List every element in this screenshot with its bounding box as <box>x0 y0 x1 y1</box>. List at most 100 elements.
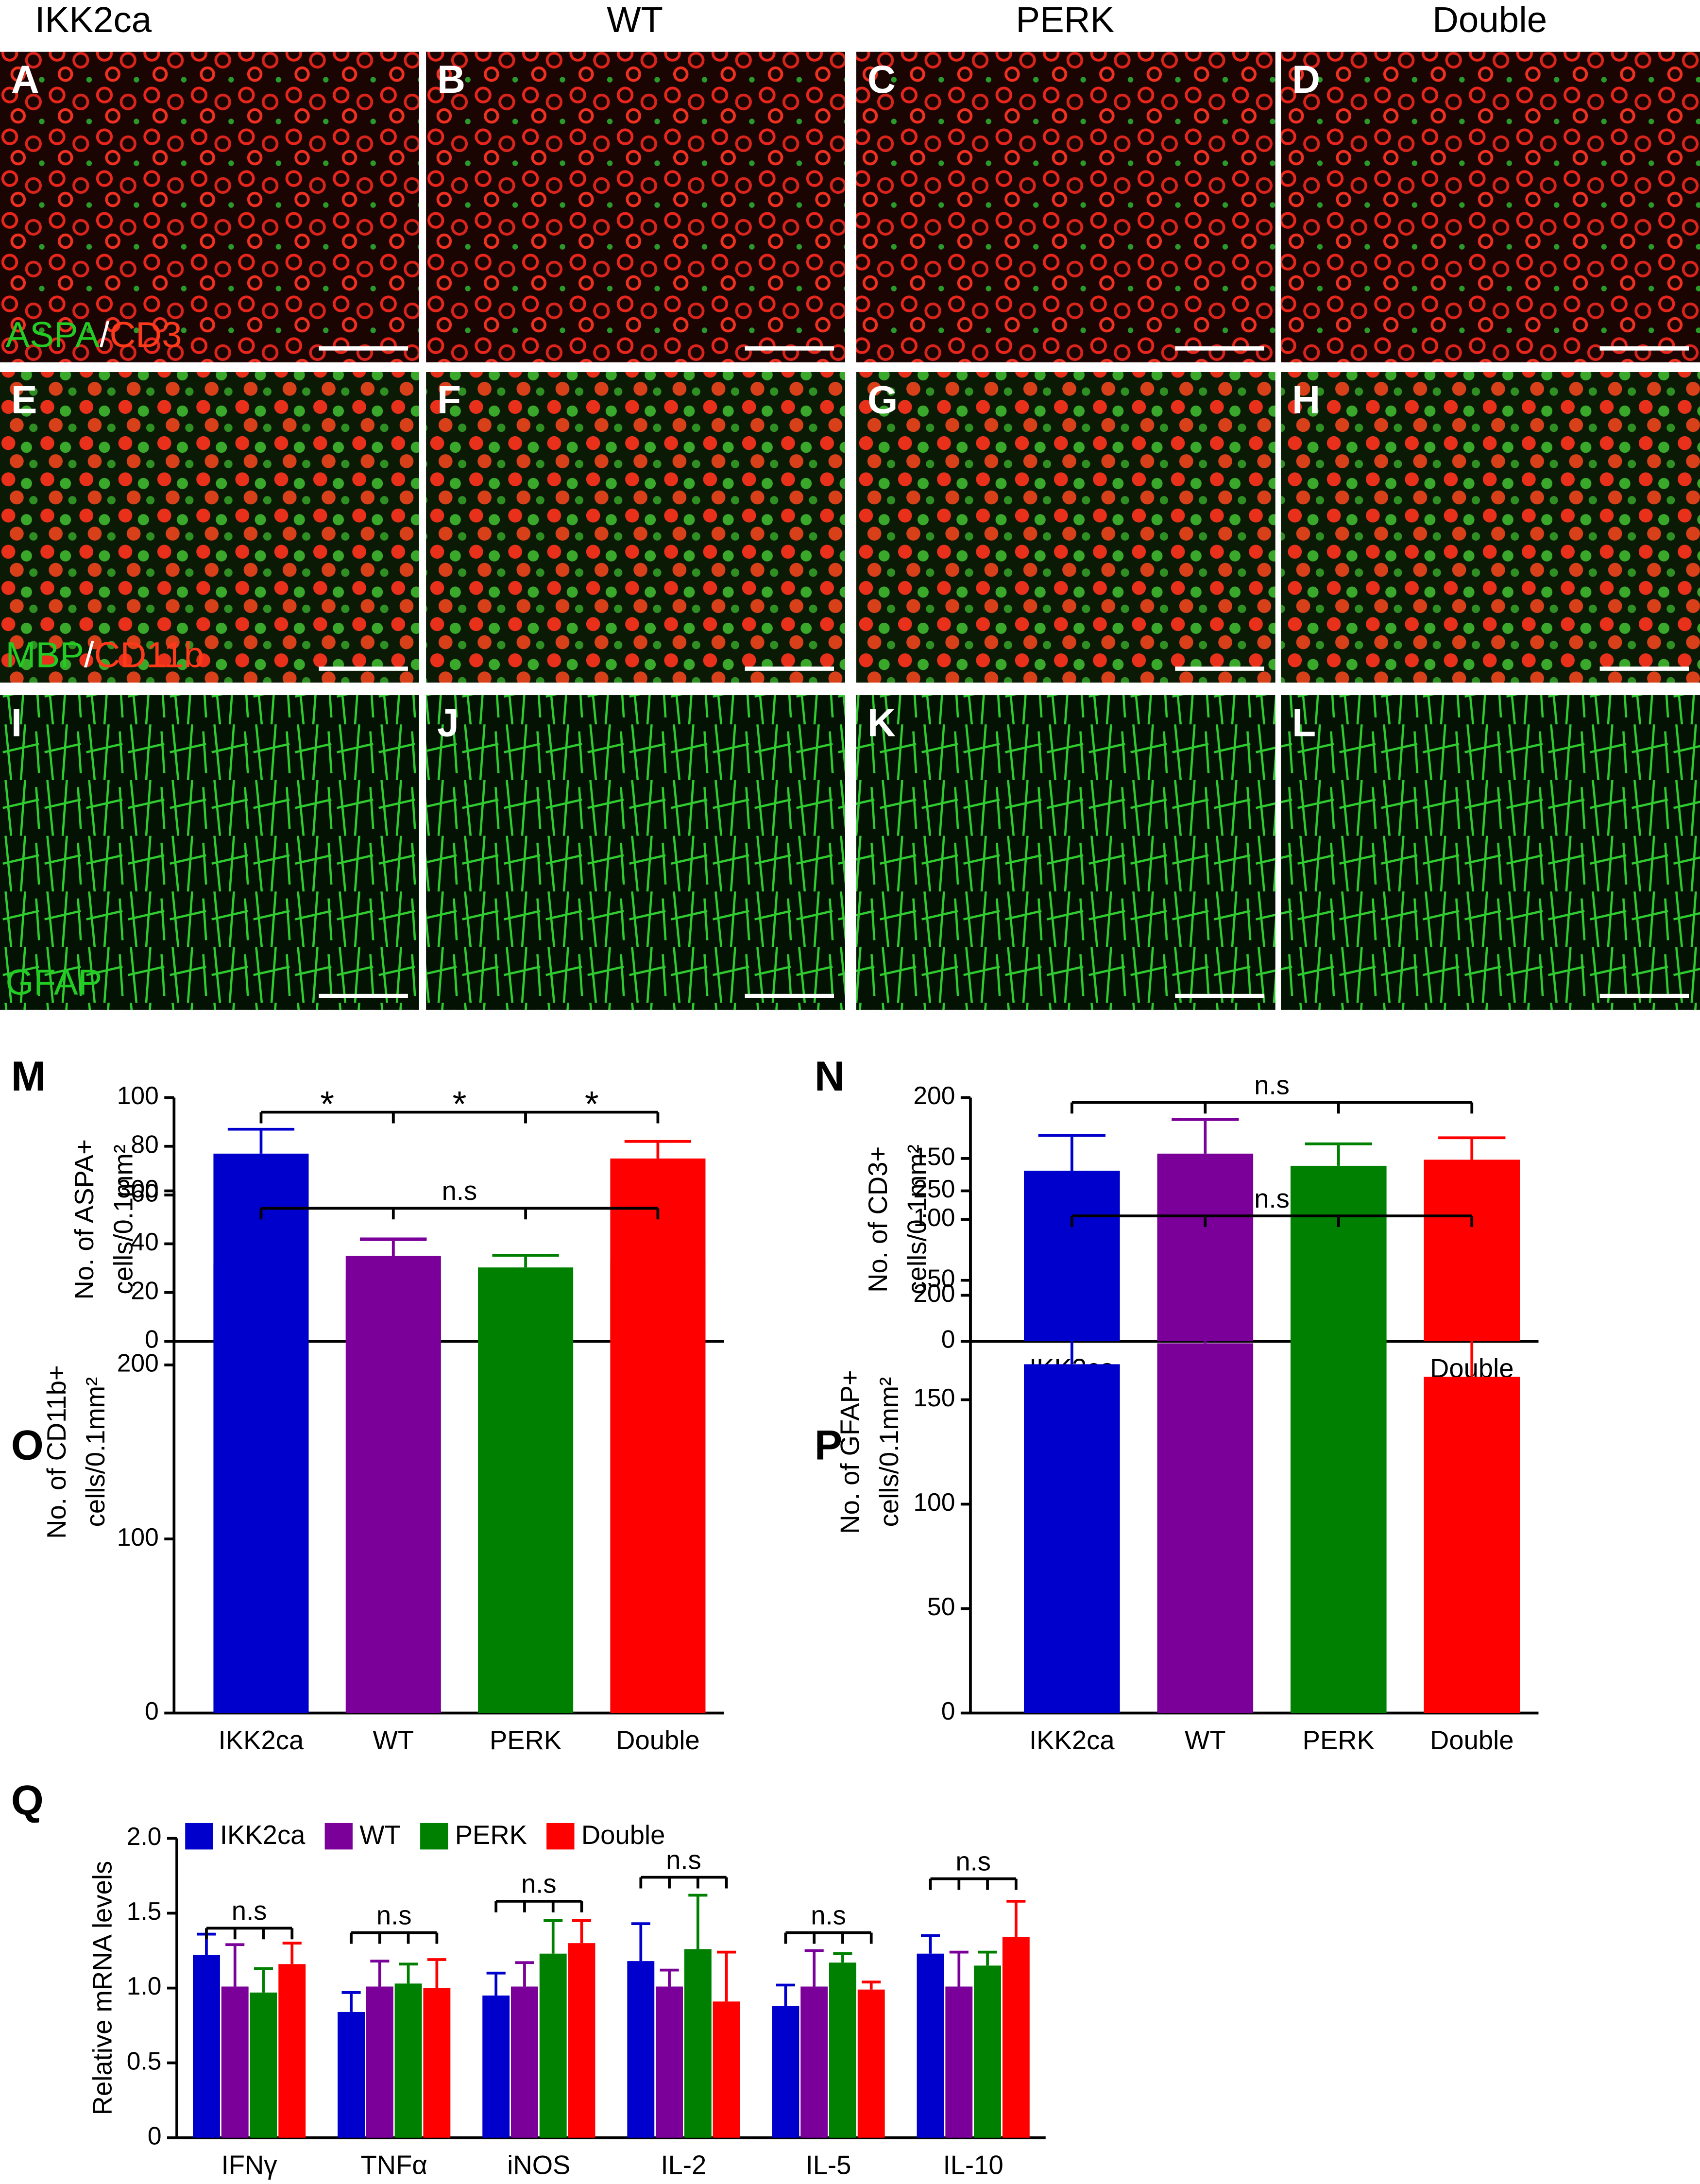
y-tick-label: 100 <box>913 1488 955 1516</box>
stain-part: MBP <box>5 634 84 675</box>
bar <box>366 1986 393 2138</box>
x-tick-label: IKK2ca <box>1029 1725 1115 1755</box>
y-tick-label: 0.5 <box>127 2047 162 2075</box>
y-tick-label: 0 <box>941 1697 955 1725</box>
error-bar <box>486 1971 506 1996</box>
y-tick-label: 0 <box>941 1325 955 1353</box>
bar <box>1157 1343 1254 1713</box>
error-bar <box>949 1950 969 1987</box>
stain-part: ASPA <box>5 314 100 355</box>
panel-label: F <box>437 378 461 422</box>
significance-label: n.s <box>955 1847 991 1877</box>
significance-label: * <box>585 1084 599 1124</box>
y-tick-label: 2.0 <box>127 1822 162 1850</box>
stain-part: / <box>100 314 110 355</box>
x-tick-label: IL-2 <box>661 2150 707 2180</box>
significance-bracket <box>1070 1214 1474 1228</box>
bar <box>1002 1937 1030 2138</box>
significance-bracket <box>524 1110 660 1124</box>
bar <box>394 1983 422 2138</box>
significance-label: n.s <box>521 1869 557 1899</box>
bar <box>213 1264 309 1713</box>
stain-part: / <box>84 634 94 675</box>
stain-label: ASPA/CD3 <box>5 314 182 355</box>
significance-label: n.s <box>666 1845 701 1875</box>
legend-swatch <box>420 1823 448 1850</box>
x-tick-label: IL-5 <box>806 2150 851 2180</box>
y-axis-label: No. of GFAP+ <box>835 1370 865 1534</box>
error-bar <box>1172 1118 1239 1154</box>
panel-label: I <box>11 701 22 745</box>
error-bar <box>360 1238 427 1280</box>
x-tick-label: IKK2ca <box>219 1725 304 1755</box>
micrograph <box>1281 695 1700 1010</box>
y-axis-label: No. of CD11b+ <box>42 1365 71 1539</box>
panel-label: O <box>11 1422 44 1469</box>
legend-label: PERK <box>455 1820 527 1850</box>
y-tick-label: 40 <box>131 1228 158 1256</box>
legend-swatch <box>546 1823 575 1850</box>
y-tick-label: 50 <box>927 1264 955 1292</box>
y-tick-label: 200 <box>913 1279 955 1307</box>
error-bar <box>254 1967 273 1993</box>
bar <box>539 1953 567 2138</box>
bar <box>1424 1377 1520 1713</box>
significance-label: n.s <box>1254 1070 1290 1100</box>
bar <box>1024 1364 1120 1713</box>
legend-label: WT <box>359 1820 401 1850</box>
y-tick-label: 0 <box>145 1325 159 1353</box>
panel-label: P <box>815 1422 842 1469</box>
y-tick-label: 250 <box>913 1175 955 1203</box>
bar <box>800 1986 828 2138</box>
x-tick-label: IL-10 <box>943 2150 1003 2180</box>
y-axis-label: No. of ASPA+ <box>69 1139 99 1299</box>
y-axis-label: No. of CD3+ <box>863 1146 893 1293</box>
column-header: PERK <box>1016 0 1114 40</box>
micrograph <box>856 51 1275 362</box>
error-bar <box>1038 1134 1106 1171</box>
panel-label: J <box>437 701 459 745</box>
error-bar <box>862 1980 881 1990</box>
y-axis-label: Relative mRNA levels <box>87 1861 117 2116</box>
stain-part: GFAP <box>5 962 102 1002</box>
y-tick-label: 0 <box>148 2121 162 2150</box>
x-tick-label: Double <box>616 1725 700 1755</box>
y-tick-label: 1.5 <box>127 1897 162 1925</box>
panel-label: D <box>1292 58 1320 102</box>
error-bar <box>282 1942 302 1964</box>
error-bar <box>1438 1136 1506 1160</box>
bar <box>857 1989 885 2138</box>
panel-label: G <box>867 378 898 422</box>
bar <box>974 1965 1002 2138</box>
error-bar <box>544 1919 563 1954</box>
error-bar <box>660 1968 679 1987</box>
column-header: IKK2ca <box>35 0 152 40</box>
panel-label: B <box>437 58 465 102</box>
y-axis-label: cells/0.1mm² <box>81 1377 110 1527</box>
bar <box>610 1260 706 1713</box>
error-bar <box>341 1991 361 2012</box>
stain-part: CD11b <box>94 634 204 675</box>
bar <box>684 1949 712 2138</box>
y-axis-label: cells/0.1mm² <box>874 1377 904 1527</box>
significance-label: n.s <box>376 1900 412 1930</box>
panel-label: K <box>867 701 896 745</box>
error-bar <box>624 1236 692 1261</box>
error-bar <box>515 1961 534 1987</box>
micrograph <box>1281 51 1700 362</box>
error-bar <box>920 1934 940 1954</box>
bar <box>338 2012 365 2138</box>
bar <box>423 1988 451 2138</box>
bar <box>627 1961 655 2138</box>
y-tick-label: 0 <box>145 1697 159 1725</box>
stain-part: CD3 <box>109 314 182 355</box>
micrograph <box>426 695 845 1010</box>
error-bar <box>370 1960 390 1987</box>
panel-label: H <box>1292 378 1320 422</box>
bar <box>478 1267 574 1713</box>
error-bar <box>1305 1142 1372 1166</box>
column-header: WT <box>607 0 663 40</box>
bar <box>656 1986 683 2138</box>
legend-label: IKK2ca <box>220 1820 306 1850</box>
